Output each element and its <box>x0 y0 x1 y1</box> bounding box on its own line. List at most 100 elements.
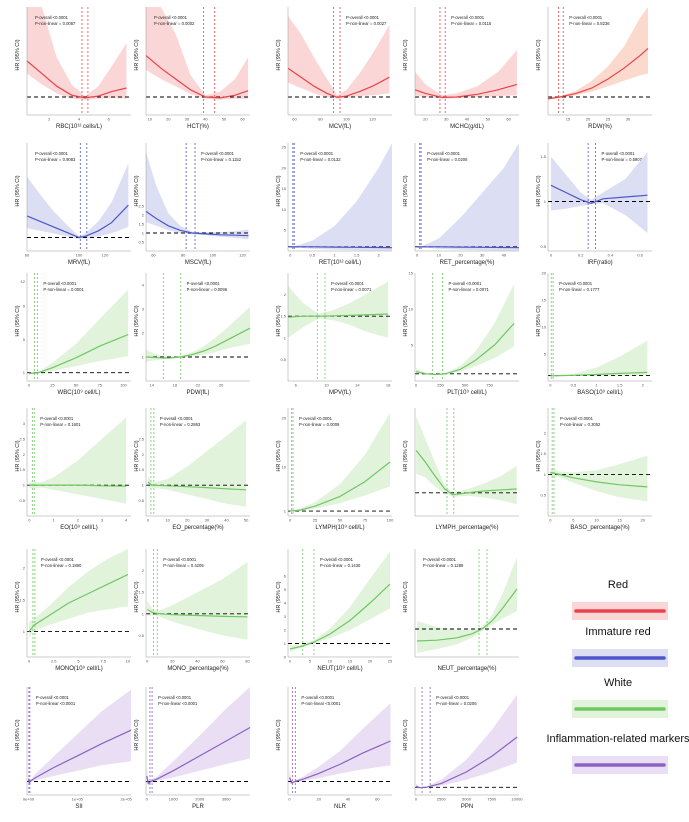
legend-label: Inflammation-related markers <box>546 733 689 745</box>
x-tick-label: 26 <box>219 383 224 388</box>
x-tick-label: 5 <box>309 659 312 664</box>
y-axis-label: HR (95% CI) <box>403 440 409 471</box>
hr-curve <box>417 246 520 249</box>
hr-curve <box>416 588 518 642</box>
y-tick-label: 1.5 <box>138 222 144 227</box>
hr-curve <box>289 461 391 512</box>
ci-band <box>29 417 127 504</box>
hr-curve <box>415 736 518 789</box>
x-tick-label: 15 <box>617 518 622 523</box>
x-tick-label: 2 <box>378 253 381 258</box>
y-axis-label: HR (95% CI) <box>403 39 409 70</box>
y-tick-label: 1.5 <box>540 451 546 456</box>
y-tick-label: 2 <box>142 213 145 218</box>
p-overall-label: P-overall <0.0001 <box>320 557 354 562</box>
panel-plt: 5 10 15 0 250 500 750 HR (95% CI) PLT(10⁹ cell/L… <box>403 271 519 396</box>
y-tick-label: 10 <box>542 325 547 330</box>
x-tick-label: 75 <box>363 518 368 523</box>
x-axis-label: IRF(ratio) <box>587 260 612 266</box>
x-tick-label: 100 <box>387 518 394 523</box>
p-nonlinear-label: P-non-linear = 0.0002 <box>154 21 195 26</box>
p-overall-label: P-overall <0.0001 <box>154 15 188 20</box>
p-nonlinear-label: P-non-linear = 0.8236 <box>569 21 610 26</box>
y-tick-label: 2 <box>23 566 26 571</box>
y-tick-label: 1 <box>284 641 287 646</box>
x-tick-label: 15 <box>566 117 571 122</box>
p-overall-label: P-overall <0.0001 <box>569 15 603 20</box>
x-tick-label: 120 <box>102 253 109 258</box>
p-overall-label: P-overall <0.0001 <box>300 151 334 156</box>
x-tick-label: 3000 <box>222 797 232 802</box>
y-tick-label: 2 <box>142 331 145 336</box>
x-tick-label: 0 <box>147 518 150 523</box>
y-tick-label: 20 <box>542 271 547 276</box>
x-tick-label: 30 <box>626 117 631 122</box>
panel-mcv: 60 80 100 120 HR (95% CI) MCV(fL) P-overall <0… <box>276 7 392 130</box>
y-tick-label: 5 <box>23 337 26 342</box>
p-overall-label: P-overall <0.0001 <box>187 281 221 286</box>
hr-curve <box>27 729 132 785</box>
x-tick-label: 0 <box>28 518 31 523</box>
x-tick-label: 0.6 <box>637 253 643 258</box>
panel-rdw: 15 20 25 30 HR (95% CI) RDW(%) P-overall <0.00… <box>536 7 652 130</box>
ci-band <box>417 143 519 251</box>
panel-hct: 10 20 30 40 50 60 HR (95% CI) HCT(%) P-overall <… <box>134 7 250 130</box>
x-axis-label: RBC(10¹² cells/L) <box>56 124 102 130</box>
y-tick-label: 1 <box>544 472 547 477</box>
ci-band <box>27 7 127 100</box>
p-overall-label: P-overall <0.0001 <box>160 416 194 421</box>
p-overall-label: P-overall <0.0001 <box>201 151 235 156</box>
p-nonlinear-label: P-non-linear = 0.0096 <box>187 287 228 292</box>
x-tick-label: 60 <box>220 659 225 664</box>
p-nonlinear-label: P-non-linear <0.0001 <box>36 701 76 706</box>
x-tick-label: 2 <box>48 117 51 122</box>
y-tick-label: 20 <box>282 165 287 170</box>
legend-item-immature: Immature red <box>572 626 668 667</box>
p-nonlinear-label: P-non-linear <0.0001 <box>158 701 198 706</box>
hr-curve <box>145 327 251 359</box>
x-tick-label: 2 <box>642 383 645 388</box>
x-tick-label: 50 <box>74 383 79 388</box>
y-axis-label: HR (95% CI) <box>15 440 21 471</box>
x-axis-label: WBC(10⁹ cell/L) <box>58 389 101 396</box>
x-tick-label: 20 <box>368 659 373 664</box>
hr-curve <box>289 583 391 650</box>
x-tick-label: 22 <box>196 383 201 388</box>
p-nonlinear-label: P-non-linear = 0.0132 <box>300 157 341 162</box>
p-nonlinear-label: P-non-linear = 0.1152 <box>201 157 242 162</box>
x-tick-label: 60 <box>506 117 511 122</box>
p-overall-label: P-overall <0.0001 <box>43 281 77 286</box>
y-tick-label: 1 <box>23 629 26 634</box>
panel-lymph_pct: HR (95% CI) LYMPH_percentage(%) <box>403 408 519 531</box>
x-tick-label: 0.2 <box>578 253 584 258</box>
y-tick-label: 1.5 <box>540 154 546 159</box>
legend: Red Immature red White Inflammation-related… <box>546 579 689 774</box>
y-axis-label: HR (95% CI) <box>403 305 409 336</box>
x-tick-label: 2 <box>77 518 80 523</box>
y-tick-label: 0.5 <box>540 493 546 498</box>
y-tick-label: 15 <box>542 298 547 303</box>
x-tick-label: 25 <box>388 659 393 664</box>
y-axis-label: HR (95% CI) <box>134 719 140 750</box>
y-tick-label: 5 <box>411 343 414 348</box>
p-nonlinear-label: P-non-linear = 0.0009 <box>299 422 340 427</box>
x-tick-label: 20 <box>170 659 175 664</box>
legend-item-inflam: Inflammation-related markers <box>546 733 689 774</box>
p-overall-label: P-overall <0.0001 <box>436 695 470 700</box>
x-tick-label: 0 <box>549 518 552 523</box>
ci-band <box>415 50 517 99</box>
y-axis-label: HR (95% CI) <box>15 581 21 612</box>
x-tick-label: 25 <box>50 383 55 388</box>
x-tick-label: 20 <box>641 518 646 523</box>
y-tick-label: 10 <box>282 464 287 469</box>
y-tick-label: 15 <box>282 186 287 191</box>
x-tick-label: 100 <box>120 383 127 388</box>
x-axis-label: MPV(fL) <box>329 390 351 396</box>
ci-band <box>290 412 390 512</box>
x-tick-label: 18 <box>173 383 178 388</box>
y-axis-label: HR (95% CI) <box>276 719 282 750</box>
panel-mrv: 60 100 120 HR (95% CI) MRV(fL) P-overall <0.0… <box>15 143 131 266</box>
hr-curve <box>26 60 127 99</box>
x-tick-label: 50 <box>338 518 343 523</box>
